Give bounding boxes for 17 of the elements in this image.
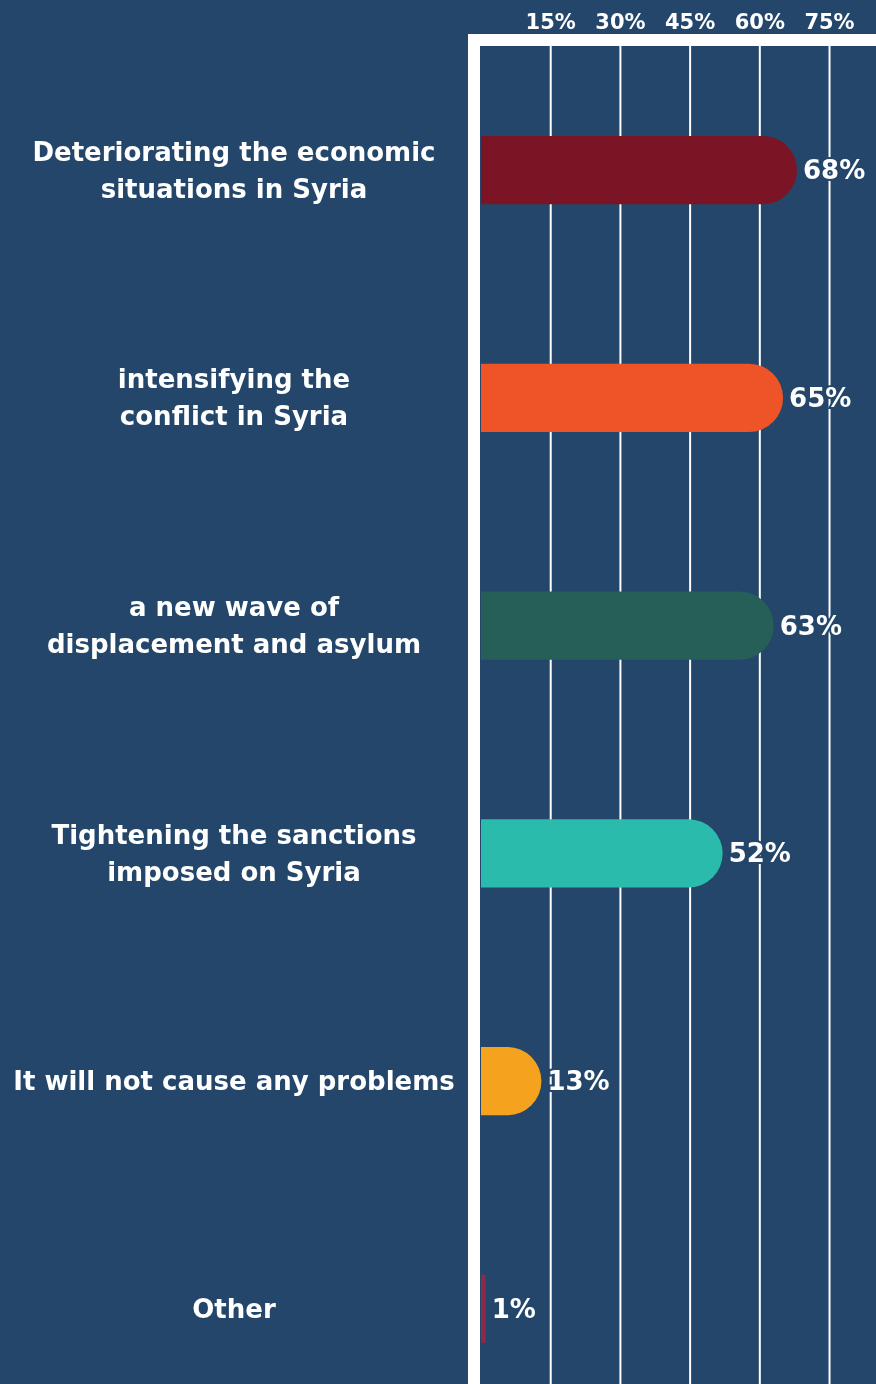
bar (481, 363, 784, 433)
y-tick-label: a new wave of displacement and asylum (46, 592, 422, 660)
y-tick-label: It will not cause any problems (13, 1066, 455, 1097)
x-tick-label: 45% (664, 10, 716, 34)
bar (481, 819, 723, 888)
bar (481, 135, 797, 205)
x-tick-label: 30% (595, 10, 646, 34)
x-tick-label: 60% (734, 10, 785, 34)
y-tick-label: Tightening the sanctions imposed on Syria (51, 819, 417, 887)
bar (481, 1274, 486, 1344)
data-label: 1% (491, 1293, 536, 1324)
y-tick-label: intensifying the conflict in Syria (117, 364, 351, 432)
x-tick-label: 75% (804, 10, 855, 34)
bar (481, 591, 774, 660)
x-tick-label: 15% (525, 10, 576, 34)
y-tick-label: Other (192, 1293, 276, 1324)
y-tick-label: Deteriorating the economic situations in Syria (32, 136, 436, 204)
